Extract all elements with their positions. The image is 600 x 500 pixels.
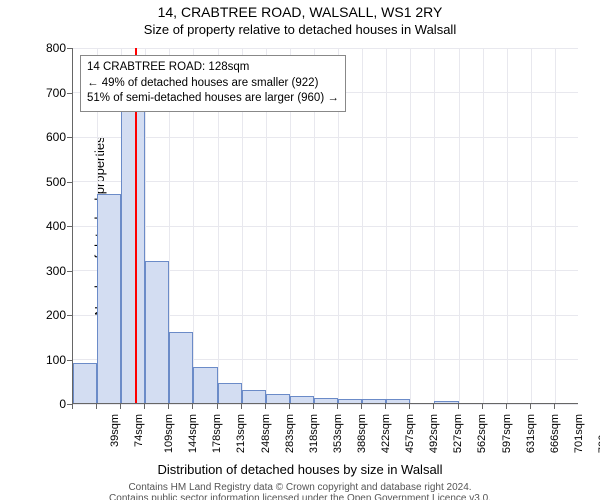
x-tick-label: 144sqm (187, 414, 199, 453)
histogram-bar (145, 261, 169, 403)
x-tick-mark (409, 404, 410, 409)
x-tick-mark (265, 404, 266, 409)
y-tick-mark (67, 360, 72, 361)
annotation-line: 51% of semi-detached houses are larger (… (87, 91, 339, 107)
x-tick-label: 388sqm (356, 414, 368, 453)
gridline-v (483, 48, 484, 403)
footnote-line-2: Contains public sector information licen… (109, 493, 491, 500)
gridline-h (73, 137, 578, 138)
y-tick-label: 500 (26, 175, 66, 189)
x-tick-mark (361, 404, 362, 409)
histogram-bar (242, 390, 266, 403)
gridline-v (507, 48, 508, 403)
histogram-bar (290, 396, 314, 403)
histogram-bar (314, 398, 338, 403)
x-tick-label: 74sqm (133, 414, 145, 447)
footnote: Contains HM Land Registry data © Crown c… (0, 482, 600, 500)
histogram-bar (193, 367, 217, 403)
chart-title: 14, CRABTREE ROAD, WALSALL, WS1 2RY (0, 4, 600, 20)
y-tick-label: 300 (26, 264, 66, 278)
y-tick-label: 200 (26, 308, 66, 322)
footnote-line-1: Contains HM Land Registry data © Crown c… (128, 482, 471, 493)
x-tick-label: 318sqm (308, 414, 320, 453)
y-tick-mark (67, 48, 72, 49)
x-tick-label: 248sqm (260, 414, 272, 453)
histogram-bar (97, 194, 121, 403)
x-tick-mark (506, 404, 507, 409)
x-tick-mark (433, 404, 434, 409)
x-tick-label: 213sqm (236, 414, 248, 453)
histogram-bar (386, 399, 410, 403)
y-tick-mark (67, 271, 72, 272)
x-tick-mark (192, 404, 193, 409)
y-tick-mark (67, 182, 72, 183)
x-tick-mark (241, 404, 242, 409)
histogram-bar (362, 399, 386, 403)
x-tick-mark (72, 404, 73, 409)
x-tick-mark (313, 404, 314, 409)
x-tick-label: 597sqm (501, 414, 513, 453)
x-tick-mark (217, 404, 218, 409)
y-tick-mark (67, 93, 72, 94)
chart-subtitle: Size of property relative to detached ho… (0, 22, 600, 37)
x-tick-mark (482, 404, 483, 409)
y-tick-label: 600 (26, 130, 66, 144)
gridline-h (73, 404, 578, 405)
y-tick-label: 400 (26, 219, 66, 233)
histogram-bar (218, 383, 242, 403)
x-tick-mark (530, 404, 531, 409)
gridline-v (459, 48, 460, 403)
x-tick-mark (289, 404, 290, 409)
x-tick-mark (144, 404, 145, 409)
x-tick-mark (458, 404, 459, 409)
gridline-v (386, 48, 387, 403)
y-tick-label: 700 (26, 86, 66, 100)
chart-container: { "title": "14, CRABTREE ROAD, WALSALL, … (0, 4, 600, 500)
y-tick-label: 0 (26, 397, 66, 411)
annotation-line: 14 CRABTREE ROAD: 128sqm (87, 60, 339, 76)
x-tick-mark (96, 404, 97, 409)
x-tick-mark (554, 404, 555, 409)
y-tick-label: 100 (26, 353, 66, 367)
x-tick-label: 39sqm (109, 414, 121, 447)
x-tick-label: 109sqm (163, 414, 175, 453)
x-tick-label: 353sqm (332, 414, 344, 453)
gridline-h (73, 181, 578, 182)
x-axis-label: Distribution of detached houses by size … (0, 462, 600, 477)
histogram-bar (73, 363, 97, 403)
x-tick-label: 283sqm (284, 414, 296, 453)
x-tick-mark (385, 404, 386, 409)
x-tick-label: 631sqm (525, 414, 537, 453)
histogram-bar (434, 401, 458, 403)
gridline-v (434, 48, 435, 403)
gridline-h (73, 48, 578, 49)
y-tick-label: 800 (26, 41, 66, 55)
x-tick-label: 562sqm (477, 414, 489, 453)
histogram-bar (338, 399, 362, 403)
y-tick-mark (67, 315, 72, 316)
x-tick-mark (168, 404, 169, 409)
x-tick-mark (120, 404, 121, 409)
histogram-bar (121, 105, 145, 403)
annotation-box: 14 CRABTREE ROAD: 128sqm← 49% of detache… (80, 55, 346, 112)
gridline-v (555, 48, 556, 403)
x-tick-label: 457sqm (404, 414, 416, 453)
x-tick-label: 492sqm (428, 414, 440, 453)
x-tick-label: 527sqm (452, 414, 464, 453)
gridline-v (410, 48, 411, 403)
histogram-bar (169, 332, 193, 403)
x-tick-label: 422sqm (380, 414, 392, 453)
y-tick-mark (67, 137, 72, 138)
x-tick-mark (337, 404, 338, 409)
x-tick-label: 666sqm (549, 414, 561, 453)
x-tick-label: 178sqm (212, 414, 224, 453)
gridline-v (531, 48, 532, 403)
y-tick-mark (67, 226, 72, 227)
x-tick-label: 701sqm (573, 414, 585, 453)
gridline-h (73, 226, 578, 227)
histogram-bar (266, 394, 290, 403)
annotation-line: ← 49% of detached houses are smaller (92… (87, 76, 339, 92)
gridline-v (362, 48, 363, 403)
